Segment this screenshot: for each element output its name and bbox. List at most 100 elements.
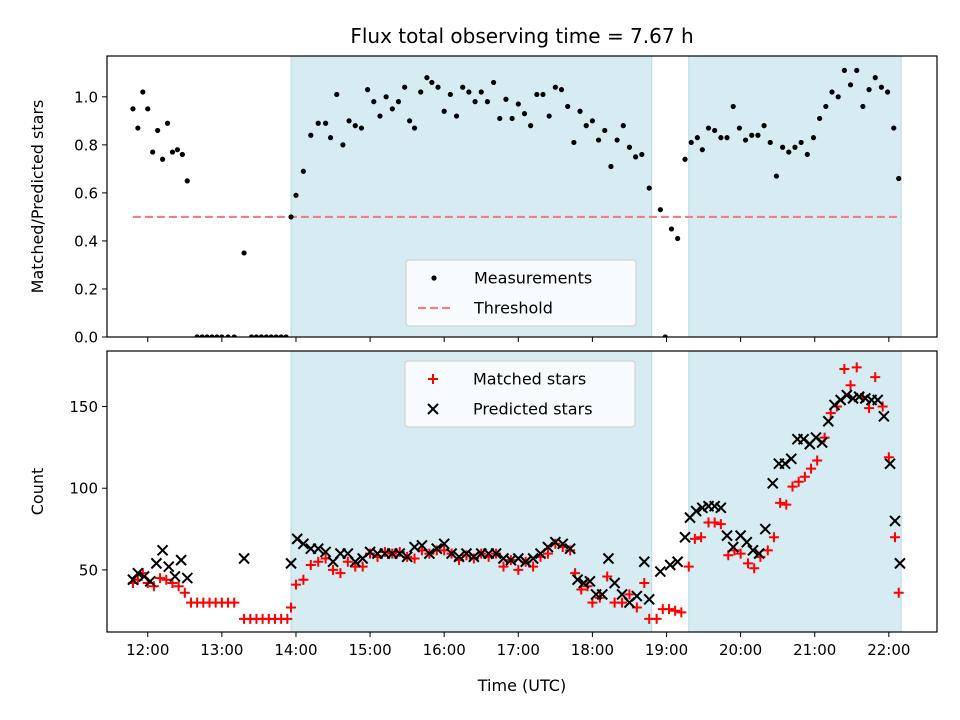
measurements-point-102: [736, 125, 742, 131]
matched-stars-point-85: [696, 532, 707, 543]
matched-stars-point-93: [749, 563, 760, 574]
predicted-stars-point-97: [872, 394, 884, 406]
measurements-point-46: [389, 106, 395, 112]
matched-stars-point-31: [313, 556, 324, 567]
measurements-point-86: [633, 154, 639, 160]
measurements-point-76: [571, 139, 577, 146]
predicted-stars-point-63: [654, 565, 667, 578]
predicted-stars-point-10: [181, 572, 193, 584]
measurements-point-126: [884, 89, 891, 95]
matched-stars-point-71: [602, 571, 613, 582]
matched-stars-point-33: [328, 564, 339, 575]
measurements-point-125: [878, 84, 885, 90]
predicted-stars-point-47: [542, 541, 554, 553]
measurements-point-13: [194, 334, 200, 337]
measurements-point-99: [718, 135, 724, 141]
matched-stars-point-26: [282, 613, 293, 624]
legend-measurements-label: Measurements: [474, 269, 592, 288]
measurements-point-37: [334, 91, 340, 98]
measurements-point-90: [662, 334, 668, 337]
measurements-point-111: [792, 144, 798, 150]
measurements-point-107: [767, 139, 773, 146]
ratio-y-tick-label-3: 0.4: [74, 232, 98, 250]
measurements-point-70: [534, 91, 540, 98]
matched-stars-point-10: [179, 587, 190, 598]
matched-stars-point-74: [624, 589, 635, 600]
predicted-stars-point-12: [285, 557, 297, 570]
matched-stars-point-44: [409, 553, 420, 564]
measurements-point-67: [515, 101, 521, 107]
predicted-stars-point-8: [169, 570, 181, 583]
matched-stars-point-109: [851, 362, 862, 373]
predicted-stars-point-64: [664, 559, 676, 571]
measurements-point-36: [327, 135, 334, 141]
matched-stars-point-98: [781, 499, 792, 510]
predicted-stars-point-4: [144, 575, 156, 588]
measurements-point-79: [589, 118, 596, 124]
measurements-point-28: [278, 334, 284, 337]
matched-stars-point-9: [173, 581, 184, 592]
measurements-point-81: [602, 127, 608, 134]
measurements-point-5: [150, 149, 156, 155]
matched-stars-point-28: [290, 579, 301, 590]
measurements-point-10: [174, 147, 181, 153]
matched-stars-point-115: [890, 532, 901, 543]
predicted-stars-point-53: [584, 575, 596, 588]
predicted-stars-point-21: [349, 556, 361, 568]
measurements-point-11: [179, 151, 185, 158]
measurements-point-9: [169, 149, 176, 155]
count-y-axis-label: Count: [28, 468, 47, 516]
legend-predicted-stars-label: Predicted stars: [473, 400, 593, 419]
measurements-point-20: [231, 334, 237, 337]
measurements-point-55: [441, 108, 447, 114]
measurements-point-112: [798, 139, 804, 146]
measurements-point-26: [268, 334, 274, 337]
predicted-stars-point-57: [608, 577, 621, 589]
measurements-point-128: [896, 175, 902, 182]
measurements-point-31: [293, 192, 299, 198]
predicted-stars-point-34: [445, 547, 458, 560]
predicted-stars-point-45: [527, 552, 539, 565]
measurements-point-3: [140, 89, 146, 95]
measurements-point-95: [694, 135, 700, 141]
measurements-point-114: [810, 135, 817, 141]
matched-stars-point-112: [870, 372, 881, 383]
x-tick-label-2: 13:00: [200, 641, 243, 659]
measurements-point-83: [614, 137, 620, 143]
predicted-stars-point-61: [638, 556, 650, 568]
predicted-stars-point-16: [312, 542, 324, 555]
measurements-point-32: [300, 168, 306, 174]
matched-stars-point-27: [286, 602, 297, 613]
count-data: [127, 362, 906, 624]
predicted-stars-point-92: [841, 389, 853, 401]
measurements-point-4: [145, 106, 151, 112]
predicted-stars-point-98: [878, 410, 890, 423]
measurements-point-94: [688, 139, 694, 146]
measurements-point-22: [248, 334, 255, 337]
matched-stars-point-111: [864, 403, 875, 414]
ratio-shaded-interval-2: [688, 55, 902, 338]
ratio-legend-box: [405, 259, 637, 327]
predicted-stars-point-89: [822, 415, 835, 427]
matched-stars-point-29: [298, 574, 309, 585]
measurements-point-119: [841, 67, 847, 74]
matched-stars-point-40: [379, 546, 390, 557]
predicted-stars-point-72: [715, 502, 727, 514]
predicted-stars-point-40: [490, 547, 502, 560]
predicted-stars-point-43: [512, 552, 525, 565]
measurements-point-45: [383, 94, 389, 100]
measurements-point-6: [155, 127, 161, 134]
count-y-tick-label-2: 100: [69, 480, 98, 498]
measurements-point-19: [225, 334, 231, 337]
x-tick-label-1: 12:00: [126, 641, 169, 659]
matched-stars-point-116: [893, 587, 904, 598]
measurements-point-92: [675, 235, 681, 242]
predicted-stars-point-56: [602, 552, 615, 565]
measurements-point-63: [490, 79, 497, 86]
measurements-point-25: [263, 334, 269, 337]
measurements-point-113: [804, 151, 810, 158]
matched-stars-point-100: [793, 476, 804, 487]
measurements-point-57: [453, 113, 460, 119]
measurements-point-53: [429, 79, 435, 86]
legend-matched-stars-marker: [428, 374, 438, 384]
